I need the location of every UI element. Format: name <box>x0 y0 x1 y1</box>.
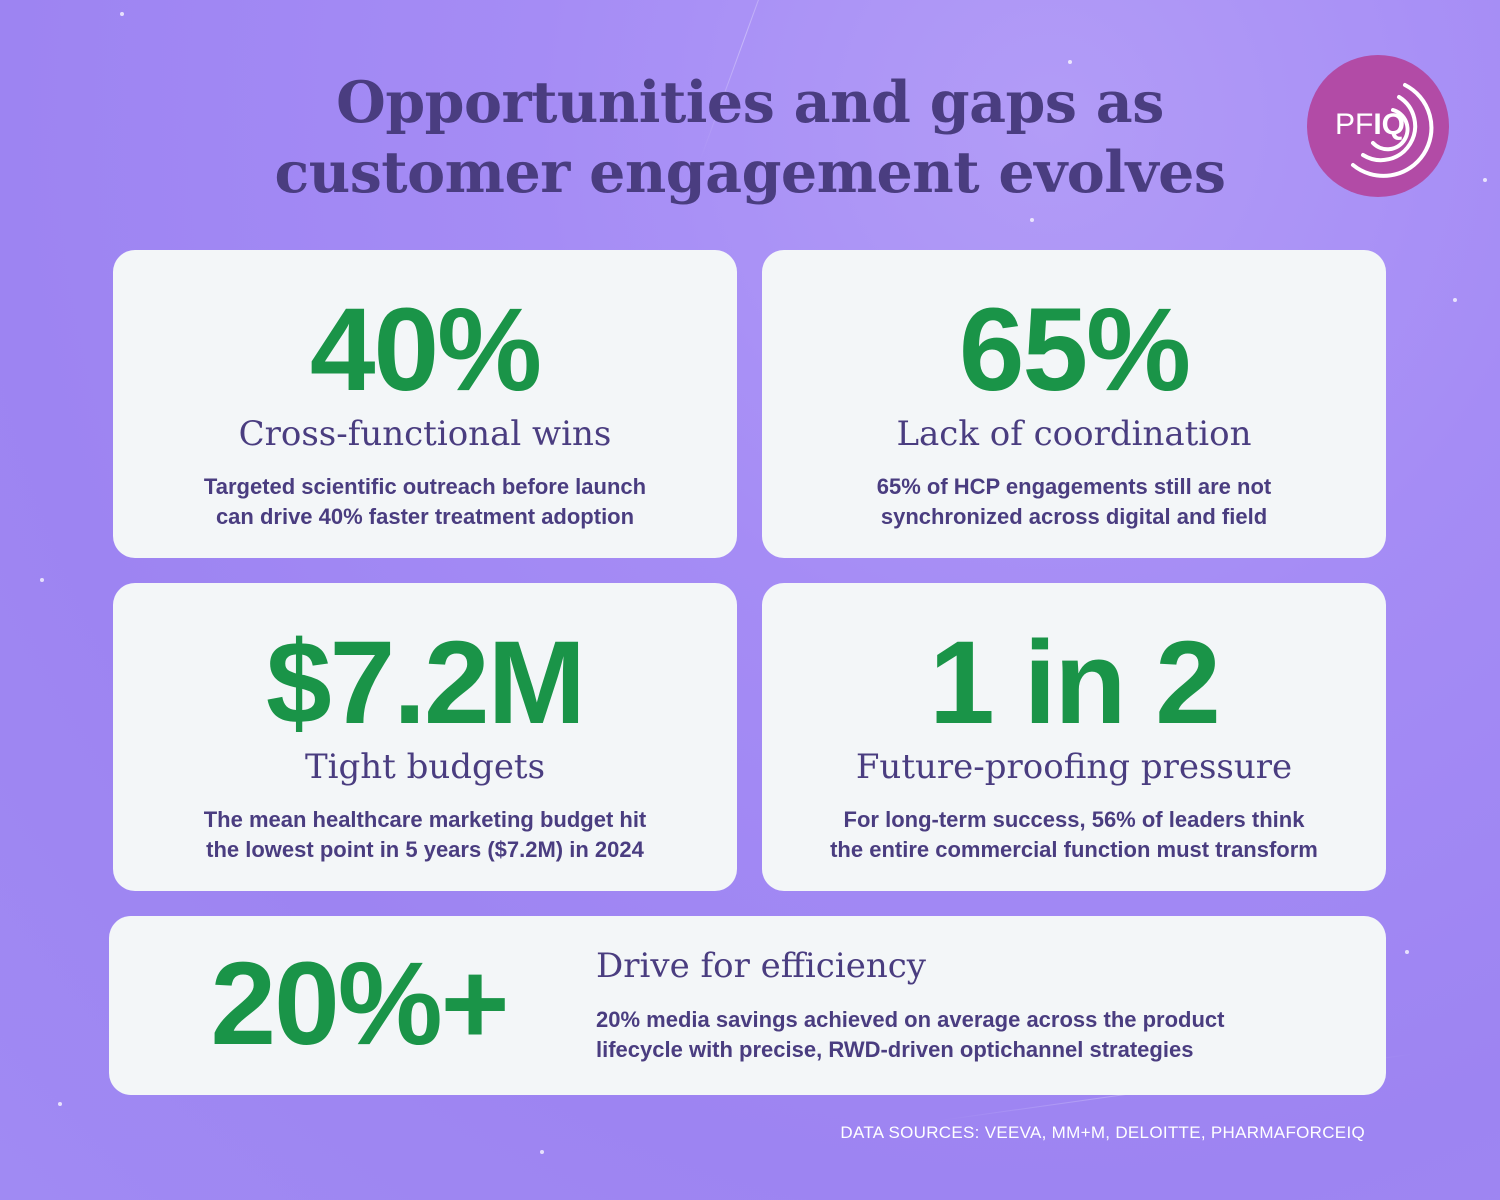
description-line: can drive 40% faster treatment adoption <box>215 504 635 529</box>
stat-value: 40% <box>309 284 542 416</box>
description-line: synchronized across digital and field <box>880 504 1268 529</box>
stat-heading: Future-proofing pressure <box>855 747 1293 787</box>
stat-description: 20% media savings achieved on average ac… <box>596 1005 1356 1065</box>
stat-heading: Lack of coordination <box>896 414 1252 454</box>
stat-description: 65% of HCP engagements still are not syn… <box>762 472 1386 532</box>
sparkle <box>58 1102 62 1106</box>
description-line: The mean healthcare marketing budget hit <box>203 807 647 832</box>
description-line: Targeted scientific outreach before laun… <box>203 474 647 499</box>
sparkle <box>540 1150 544 1154</box>
sparkle <box>1405 950 1409 954</box>
logo-text: PFIQ <box>1335 105 1405 145</box>
stat-card-future-proofing: 1 in 2 Future-proofing pressure For long… <box>762 583 1386 891</box>
pfiq-logo: PFIQ <box>1307 55 1449 197</box>
description-line: the entire commercial function must tran… <box>830 837 1318 862</box>
stat-card-cross-functional: 40% Cross-functional wins Targeted scien… <box>113 250 737 558</box>
stat-description: The mean healthcare marketing budget hit… <box>113 805 737 865</box>
stat-description: For long-term success, 56% of leaders th… <box>762 805 1386 865</box>
stat-value: $7.2M <box>266 617 586 749</box>
stat-value: 65% <box>958 284 1191 416</box>
stat-card-coordination: 65% Lack of coordination 65% of HCP enga… <box>762 250 1386 558</box>
sparkle <box>1453 298 1457 302</box>
data-sources-note: DATA SOURCES: VEEVA, MM+M, DELOITTE, PHA… <box>840 1123 1365 1142</box>
description-line: lifecycle with precise, RWD-driven optic… <box>596 1037 1194 1062</box>
stat-value: 20%+ <box>210 938 509 1070</box>
sparkle <box>1483 178 1487 182</box>
sparkle <box>120 12 124 16</box>
stat-heading: Drive for efficiency <box>596 946 926 986</box>
stat-heading: Tight budgets <box>304 747 546 787</box>
title-line-2: customer engagement evolves <box>274 139 1226 206</box>
description-line: the lowest point in 5 years ($7.2M) in 2… <box>206 837 644 862</box>
stat-card-budgets: $7.2M Tight budgets The mean healthcare … <box>113 583 737 891</box>
logo-iq-text: IQ <box>1373 108 1406 141</box>
description-line: 65% of HCP engagements still are not <box>876 474 1272 499</box>
page-title: Opportunities and gaps as customer engag… <box>150 68 1350 208</box>
sparkle <box>40 578 44 582</box>
description-line: 20% media savings achieved on average ac… <box>596 1007 1225 1032</box>
logo-pf-text: PF <box>1335 108 1374 141</box>
stat-description: Targeted scientific outreach before laun… <box>113 472 737 532</box>
sparkle <box>1068 60 1072 64</box>
sparkle <box>1030 218 1034 222</box>
logo-rings-icon <box>1351 83 1434 178</box>
description-line: For long-term success, 56% of leaders th… <box>843 807 1305 832</box>
stat-heading: Cross-functional wins <box>238 414 612 454</box>
stat-card-efficiency: 20%+ Drive for efficiency 20% media savi… <box>109 916 1386 1095</box>
title-line-1: Opportunities and gaps as <box>336 69 1164 136</box>
stat-value: 1 in 2 <box>929 617 1221 749</box>
